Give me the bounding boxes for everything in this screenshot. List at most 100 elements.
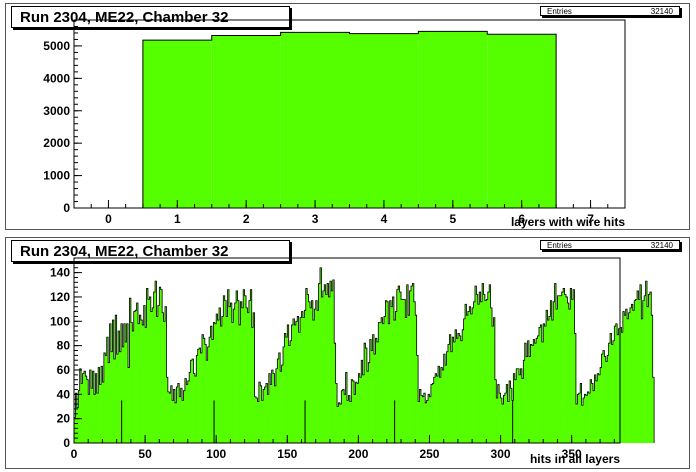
bar bbox=[423, 393, 426, 443]
x-tick-label: 7 bbox=[587, 212, 594, 226]
bar bbox=[358, 373, 361, 443]
bar bbox=[328, 296, 331, 443]
bar bbox=[463, 318, 466, 443]
bar bbox=[366, 371, 369, 443]
bar bbox=[465, 304, 467, 443]
bar bbox=[152, 307, 154, 443]
bar bbox=[393, 320, 396, 443]
bar bbox=[179, 396, 181, 443]
bar bbox=[644, 295, 646, 443]
bar bbox=[376, 341, 379, 443]
bar bbox=[217, 320, 220, 443]
bar bbox=[439, 377, 442, 443]
bar bbox=[430, 384, 433, 443]
chart-title: Run 2304, ME22, Chamber 32 bbox=[11, 240, 290, 262]
bar bbox=[601, 354, 604, 443]
x-tick-label: 5 bbox=[449, 212, 456, 226]
bar bbox=[315, 300, 318, 443]
bar bbox=[420, 395, 423, 443]
bar bbox=[533, 339, 535, 443]
bar bbox=[466, 315, 469, 443]
bar bbox=[513, 373, 516, 443]
x-tick-label: 4 bbox=[381, 212, 388, 226]
bar bbox=[349, 33, 419, 208]
bar bbox=[180, 388, 183, 443]
bar bbox=[329, 281, 332, 443]
bar bbox=[352, 380, 355, 443]
bar bbox=[383, 316, 386, 443]
bar bbox=[76, 407, 79, 443]
bar bbox=[504, 393, 507, 443]
bar bbox=[521, 378, 524, 443]
bar bbox=[287, 324, 290, 443]
bar bbox=[558, 295, 561, 443]
bar bbox=[632, 310, 635, 443]
bar bbox=[637, 290, 639, 443]
bar bbox=[190, 360, 193, 443]
bar bbox=[418, 31, 488, 208]
bar bbox=[123, 323, 126, 443]
bar bbox=[526, 356, 528, 443]
bar bbox=[261, 400, 264, 443]
bar bbox=[298, 332, 301, 443]
stats-label: Entries bbox=[547, 241, 572, 250]
bar bbox=[600, 367, 602, 443]
bar bbox=[81, 383, 83, 443]
bar bbox=[635, 299, 638, 443]
bar bbox=[483, 294, 486, 443]
bar bbox=[120, 323, 123, 443]
bar bbox=[510, 388, 513, 443]
bar bbox=[524, 343, 527, 443]
bar bbox=[349, 401, 352, 443]
bar bbox=[467, 311, 470, 443]
bar bbox=[334, 343, 336, 443]
bar bbox=[83, 371, 86, 443]
bar bbox=[335, 383, 338, 443]
bar bbox=[354, 394, 356, 443]
bar bbox=[631, 304, 634, 443]
bar bbox=[263, 389, 265, 443]
bar bbox=[308, 301, 311, 443]
bar bbox=[435, 373, 437, 443]
bar bbox=[395, 311, 398, 443]
bar bbox=[615, 323, 618, 443]
bar bbox=[507, 401, 510, 443]
bar bbox=[564, 294, 567, 443]
bar bbox=[648, 294, 651, 443]
chart-title: Run 2304, ME22, Chamber 32 bbox=[11, 6, 290, 28]
bar bbox=[480, 301, 483, 443]
bars bbox=[74, 267, 655, 443]
bar bbox=[274, 385, 277, 443]
bar bbox=[233, 309, 235, 443]
bar bbox=[406, 284, 409, 443]
bar bbox=[456, 338, 459, 443]
bar bbox=[460, 340, 463, 443]
x-tick-label: 1 bbox=[174, 212, 181, 226]
bar bbox=[150, 311, 153, 443]
bar bbox=[157, 305, 160, 443]
bar bbox=[419, 389, 422, 443]
bar bbox=[368, 362, 371, 443]
bar bbox=[484, 300, 487, 443]
chart-panel-layers: Run 2304, ME22, Chamber 32 Entries 32140… bbox=[5, 3, 690, 230]
bars bbox=[142, 31, 557, 208]
bar bbox=[627, 318, 629, 443]
bar bbox=[587, 391, 590, 443]
bar bbox=[432, 383, 435, 443]
x-tick-label: 200 bbox=[348, 447, 368, 461]
bar bbox=[361, 360, 363, 443]
bar bbox=[541, 341, 544, 443]
bar bbox=[546, 310, 548, 443]
bar bbox=[486, 299, 489, 443]
bar bbox=[332, 279, 335, 443]
bar bbox=[128, 367, 130, 443]
bar bbox=[574, 333, 577, 443]
bar bbox=[455, 329, 457, 443]
bar bbox=[273, 373, 275, 443]
bar bbox=[341, 390, 344, 443]
bar bbox=[442, 369, 444, 443]
bar bbox=[75, 393, 78, 443]
x-axis-label: hits in all layers bbox=[530, 452, 620, 466]
bar bbox=[116, 354, 119, 443]
